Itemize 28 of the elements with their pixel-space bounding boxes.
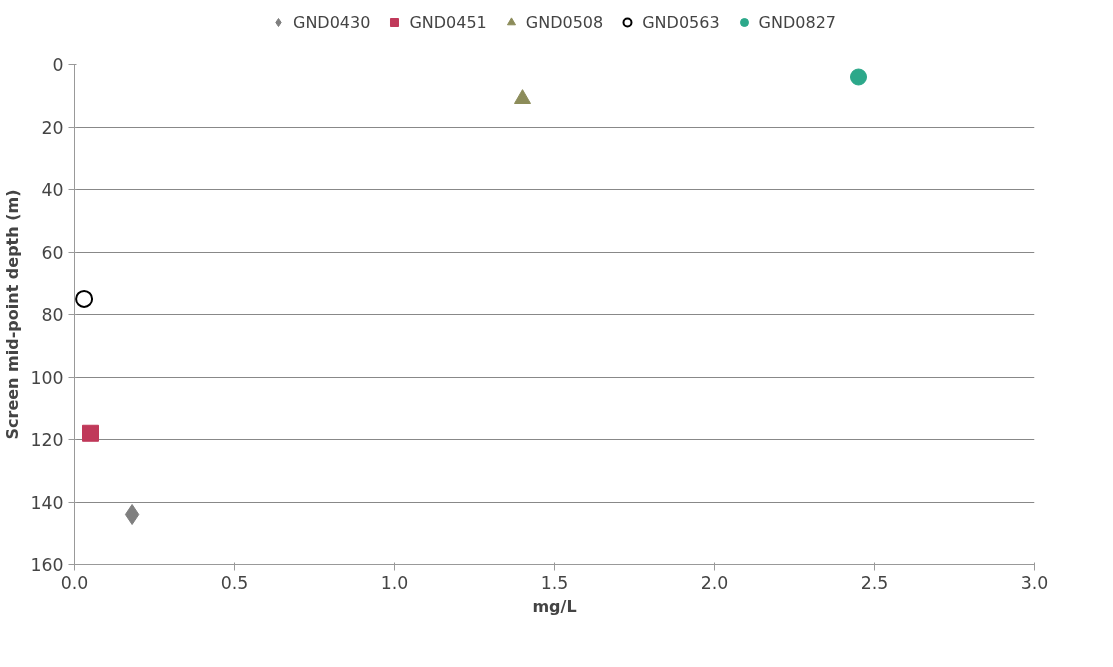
legend-label: GND0508 <box>525 12 604 32</box>
y-tick-label: 140 <box>30 492 64 513</box>
legend-label: GND0827 <box>758 12 837 32</box>
y-tick-label: 0 <box>52 55 64 75</box>
x-tick-label: 0.0 <box>60 572 89 593</box>
legend-label: GND0430 <box>292 12 371 32</box>
y-axis-title: Screen mid-point depth (m) <box>3 189 23 440</box>
x-tick-label: 1.0 <box>380 572 409 593</box>
x-tick-label: 2.0 <box>700 572 729 593</box>
x-tick-label: 1.5 <box>540 572 569 593</box>
legend-label: GND0451 <box>409 12 487 32</box>
y-tick-label: 60 <box>41 242 64 263</box>
x-tick-label: 2.5 <box>860 572 889 593</box>
legend-label: GND0563 <box>642 12 720 32</box>
x-axis-title: mg/L <box>532 596 577 616</box>
point <box>75 289 94 308</box>
x-tick-label: 3.0 <box>1020 572 1049 593</box>
y-tick-label: 160 <box>30 555 64 575</box>
point <box>514 89 531 104</box>
x-tick-label: 0.5 <box>220 572 249 593</box>
point <box>124 504 140 525</box>
point <box>850 68 867 86</box>
y-tick-label: 80 <box>41 305 64 325</box>
y-tick-label: 100 <box>30 367 64 388</box>
point <box>82 424 99 442</box>
y-tick-label: 20 <box>41 117 64 138</box>
y-tick-label: 40 <box>41 180 64 200</box>
y-tick-label: 120 <box>30 430 64 450</box>
